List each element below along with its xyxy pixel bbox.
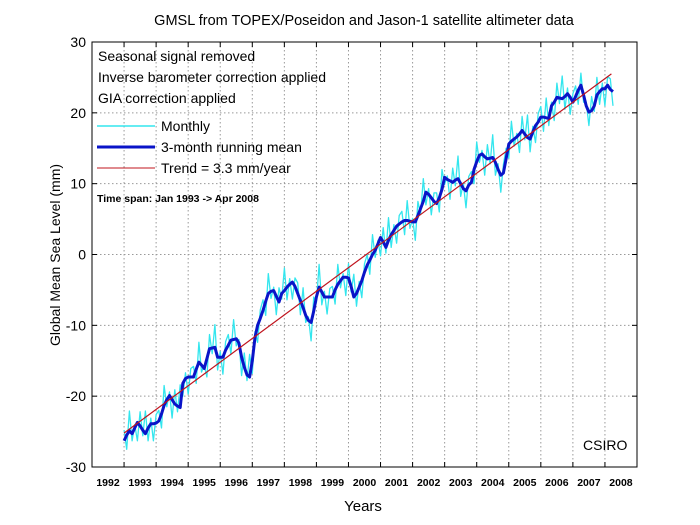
x-tick-label: 1997: [257, 477, 281, 489]
legend-label-running-mean: 3-month running mean: [161, 139, 302, 155]
legend: Monthly 3-month running mean Trend = 3.3…: [97, 118, 302, 176]
x-tick-label: 2006: [545, 477, 569, 489]
y-tick-label: -10: [66, 317, 86, 333]
x-tick-label: 1998: [289, 477, 313, 489]
csiro-credit: CSIRO: [583, 437, 627, 453]
x-tick-label: 1994: [160, 477, 184, 489]
x-tick-label: 2003: [449, 477, 473, 489]
x-tick-label: 1996: [225, 477, 249, 489]
y-tick-label: 10: [70, 176, 86, 192]
annotation-inverse-barometer: Inverse barometer correction applied: [98, 69, 326, 85]
x-tick-label: 2005: [513, 477, 537, 489]
y-tick-label: -20: [66, 388, 86, 404]
x-axis-label: Years: [344, 498, 382, 515]
ticks: 1992 1993 1994 1995 1996 1997 1998 1999 2000 2001…: [66, 34, 637, 489]
x-tick-label: 2002: [417, 477, 441, 489]
x-tick-label: 2007: [577, 477, 601, 489]
annotation-seasonal: Seasonal signal removed: [98, 48, 255, 64]
x-tick-label: 1992: [96, 477, 120, 489]
y-tick-label: -30: [66, 459, 86, 475]
y-axis-label: Global Mean Sea Level (mm): [47, 164, 63, 346]
trend-line: [123, 73, 612, 434]
x-tick-label: 2008: [609, 477, 633, 489]
x-tick-label: 1999: [321, 477, 345, 489]
running-mean-line: [122, 83, 614, 442]
x-tick-label: 1993: [128, 477, 152, 489]
y-tick-label: 30: [70, 34, 86, 50]
gridlines: [92, 42, 637, 467]
annotations: Seasonal signal removed Inverse baromete…: [98, 48, 326, 106]
time-span-note: Time span: Jan 1993 -> Apr 2008: [97, 193, 259, 205]
x-tick-label: 2001: [385, 477, 409, 489]
series-group: [122, 72, 614, 450]
chart-title: GMSL from TOPEX/Poseidon and Jason-1 sat…: [154, 13, 575, 29]
legend-label-monthly: Monthly: [161, 118, 210, 134]
legend-label-trend: Trend = 3.3 mm/year: [161, 160, 291, 176]
annotation-gia: GIA correction applied: [98, 90, 236, 106]
x-tick-label: 2000: [353, 477, 377, 489]
y-tick-label: 0: [78, 247, 86, 263]
x-tick-label: 2004: [481, 477, 505, 489]
x-tick-label: 1995: [193, 477, 217, 489]
y-tick-label: 20: [70, 105, 86, 121]
